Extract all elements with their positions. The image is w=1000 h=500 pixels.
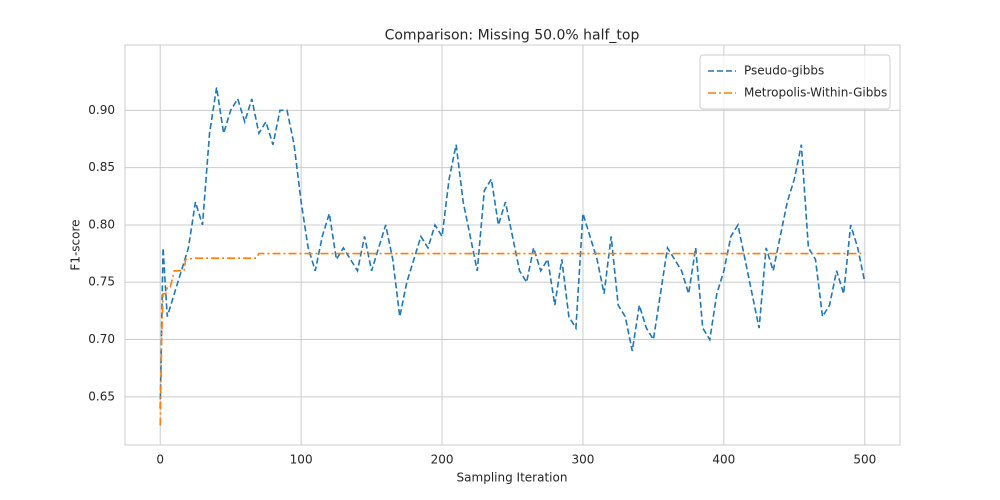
x-tick-label: 100 — [290, 453, 313, 467]
x-tick-label: 500 — [853, 453, 876, 467]
x-tick-label: 0 — [156, 453, 164, 467]
y-tick-label: 0.90 — [88, 103, 115, 117]
line — [159, 252, 865, 426]
x-tick-label: 200 — [431, 453, 454, 467]
y-tick-label: 0.85 — [88, 160, 115, 174]
x-tick-label: 400 — [712, 453, 735, 467]
chart-title: Comparison: Missing 50.0% half_top — [385, 27, 640, 43]
line — [159, 87, 866, 409]
y-tick-label: 0.75 — [88, 275, 115, 289]
x-tick-label: 300 — [572, 453, 595, 467]
legend-label: Pseudo-gibbs — [744, 64, 824, 78]
y-axis-label: F1-score — [69, 219, 83, 270]
y-tick-label: 0.80 — [88, 217, 115, 231]
x-axis-label: Sampling Iteration — [457, 471, 568, 485]
legend-box — [699, 54, 891, 110]
y-tick-label: 0.70 — [88, 332, 115, 346]
y-tick-label: 0.65 — [88, 389, 115, 403]
legend-label: Metropolis-Within-Gibbs — [744, 86, 887, 100]
plot-frame — [124, 44, 901, 446]
